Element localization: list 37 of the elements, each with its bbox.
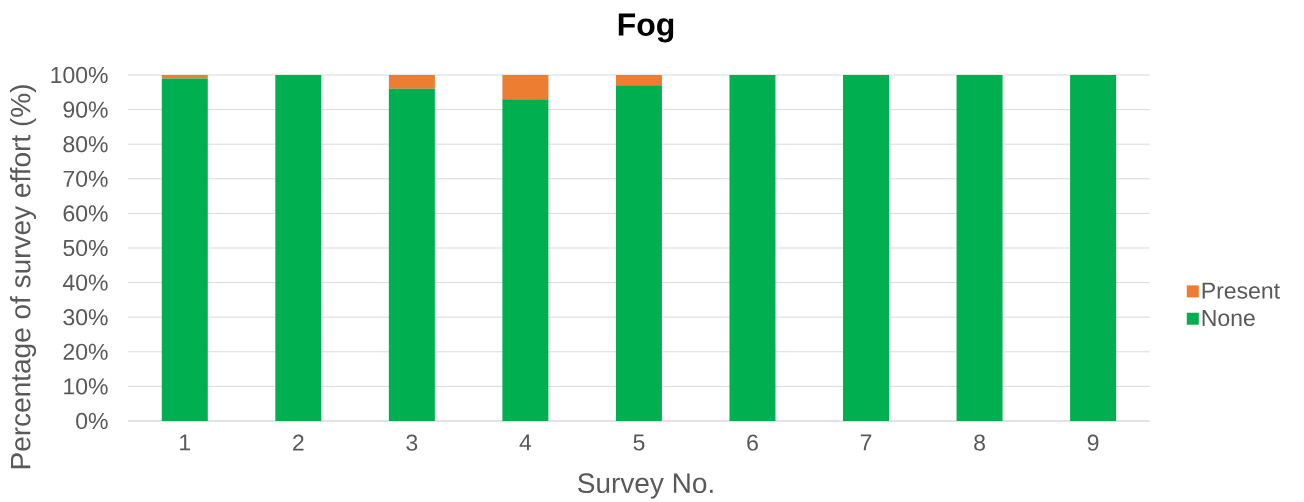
y-tick-label: 50%: [63, 239, 108, 257]
bar: [161, 78, 208, 421]
x-axis-title: Survey No.: [578, 473, 713, 499]
x-tick-label: 6: [747, 434, 758, 451]
bar: [956, 74, 1003, 421]
legend-label: None: [1202, 310, 1255, 327]
bar: [843, 74, 890, 421]
bar: [615, 74, 662, 86]
bar: [1070, 74, 1117, 421]
y-tick-label: 80%: [63, 136, 108, 153]
bar: [502, 74, 549, 100]
x-tick-label: 2: [293, 434, 304, 451]
x-tick-label: 3: [406, 434, 418, 451]
y-tick-label: 60%: [63, 205, 108, 222]
y-tick-label: 40%: [62, 274, 108, 291]
bar: [388, 88, 435, 421]
y-tick-label: 90%: [63, 101, 108, 118]
y-tick-label: 0%: [76, 412, 108, 430]
x-tick-label: 8: [974, 434, 985, 451]
bar: [502, 99, 549, 421]
y-tick-label: 10%: [64, 378, 108, 395]
y-tick-label: 30%: [63, 309, 108, 326]
y-tick-label: 100%: [51, 66, 108, 84]
bar: [388, 74, 435, 89]
bar: [729, 74, 776, 421]
x-tick-label: 9: [1087, 434, 1099, 451]
legend-label: Present: [1202, 282, 1280, 299]
bar: [275, 74, 322, 421]
chart-title: Fog: [618, 13, 674, 43]
y-axis-title: Percentage of survey effort (%): [9, 85, 37, 469]
x-tick-label: 7: [860, 434, 872, 451]
x-tick-label: 5: [633, 434, 645, 451]
y-tick-label: 70%: [63, 170, 108, 187]
x-tick-label: 4: [519, 434, 532, 451]
bar: [615, 85, 662, 421]
x-tick-label: 1: [180, 434, 191, 451]
y-tick-label: 20%: [63, 343, 108, 360]
